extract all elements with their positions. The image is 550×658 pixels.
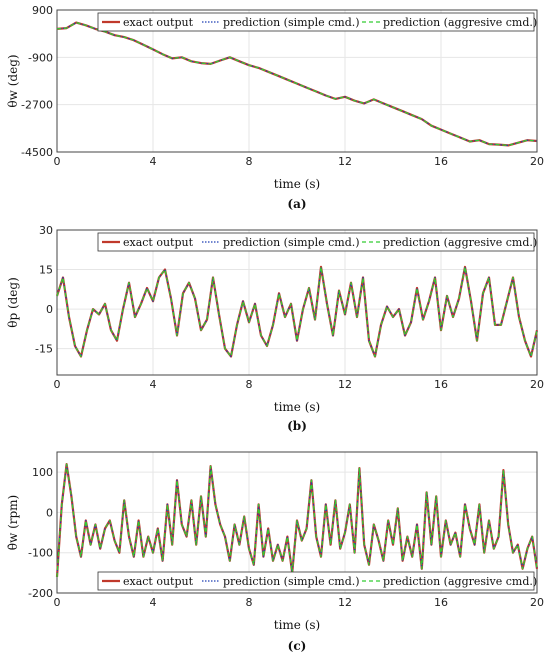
legend-box (97, 12, 535, 32)
legend-label: exact output (123, 236, 194, 249)
x-tick-label: 0 (54, 378, 61, 391)
y-tick-label: -900 (28, 51, 53, 64)
legend: exact output prediction (simple cmd.) pred… (97, 12, 537, 32)
y-tick-label: 900 (32, 4, 53, 17)
axes-frame (56, 451, 538, 594)
series-prediction-simple (56, 266, 538, 358)
y-tick-label: 0 (46, 506, 53, 519)
legend-box (97, 571, 535, 591)
x-axis-label: time (s) (274, 400, 320, 414)
panel-1: 0 4 8 12 16 20 900 -900 -2700 -4500 time (s) θw (de… (6, 4, 544, 211)
x-tick-label: 20 (530, 155, 544, 168)
y-tick-label: 0 (46, 303, 53, 316)
series-prediction-aggressive (56, 463, 538, 577)
x-tick-label: 20 (530, 378, 544, 391)
x-tick-label: 16 (434, 155, 448, 168)
x-tick-label: 8 (246, 378, 253, 391)
y-tick-label: -200 (28, 587, 53, 600)
y-axis-label: θp (deg) (6, 277, 20, 328)
x-axis-label: time (s) (274, 177, 320, 191)
legend-label: prediction (aggresive cmd.) (383, 575, 537, 588)
x-tick-label: 0 (54, 596, 61, 609)
y-tick-label: 15 (39, 264, 53, 277)
legend-label: exact output (123, 16, 194, 29)
y-tick-label: -4500 (21, 146, 53, 159)
x-tick-label: 8 (246, 596, 253, 609)
y-tick-label: -2700 (21, 99, 53, 112)
x-tick-label: 12 (338, 596, 352, 609)
legend-box (97, 232, 535, 252)
panel-2: 0 4 8 12 16 20 30 15 0 -15 time (s) θp (deg) (b) exac… (6, 224, 544, 433)
panel-3: 0 4 8 12 16 20 100 0 -100 -200 time (s) θ̇w (rpm) (c… (6, 451, 544, 653)
x-tick-label: 4 (150, 378, 157, 391)
series-exact-output (55, 265, 539, 358)
legend-label: prediction (aggresive cmd.) (383, 16, 537, 29)
y-tick-label: -100 (28, 547, 53, 560)
series-prediction-aggressive (56, 266, 538, 358)
legend: exact output prediction (simple cmd.) pred… (97, 571, 537, 591)
x-tick-label: 4 (150, 596, 157, 609)
x-tick-label: 0 (54, 155, 61, 168)
x-axis-label: time (s) (274, 618, 320, 632)
x-tick-label: 16 (434, 596, 448, 609)
panel-caption: (b) (287, 419, 307, 433)
axes-frame (56, 9, 538, 153)
y-tick-label: 30 (39, 224, 53, 237)
x-tick-label: 12 (338, 155, 352, 168)
x-tick-label: 20 (530, 596, 544, 609)
series-prediction-simple (56, 463, 538, 577)
axes-frame (56, 229, 538, 376)
series-prediction-aggressive (56, 21, 538, 147)
legend-label: prediction (aggresive cmd.) (383, 236, 537, 249)
y-axis-label: θw (deg) (6, 54, 20, 107)
x-tick-label: 12 (338, 378, 352, 391)
y-tick-label: 100 (32, 466, 53, 479)
legend-label: prediction (simple cmd.) (223, 16, 360, 29)
legend: exact output prediction (simple cmd.) pred… (97, 232, 537, 252)
y-tick-label: -15 (35, 343, 53, 356)
panel-caption: (c) (288, 639, 307, 653)
panel-caption: (a) (287, 197, 306, 211)
legend-label: exact output (123, 575, 194, 588)
y-axis-label: θ̇w (rpm) (6, 495, 20, 550)
x-tick-label: 16 (434, 378, 448, 391)
x-tick-label: 8 (246, 155, 253, 168)
legend-label: prediction (simple cmd.) (223, 236, 360, 249)
legend-label: prediction (simple cmd.) (223, 575, 360, 588)
x-tick-label: 4 (150, 155, 157, 168)
